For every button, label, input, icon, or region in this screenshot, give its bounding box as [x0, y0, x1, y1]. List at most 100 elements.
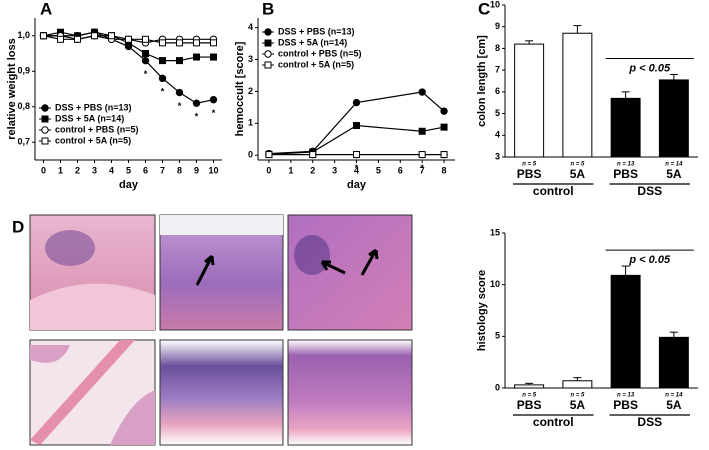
marker: [192, 99, 201, 107]
legend-label: control + PBS (n=5): [278, 48, 362, 58]
marker: [108, 32, 115, 40]
panel-label: D: [12, 217, 24, 236]
legend-marker: [264, 39, 272, 47]
panel-label: C: [478, 0, 490, 18]
image-detail: [294, 235, 330, 275]
y-tick-label: 8: [495, 43, 500, 53]
y-axis-label: histology score: [476, 270, 488, 351]
y-tick-label: 0,7: [17, 137, 30, 147]
y-axis-label: relative weight loss: [6, 38, 18, 139]
image-detail: [30, 283, 155, 330]
x-tick-label: 5A: [570, 398, 586, 412]
legend-marker: [41, 104, 49, 112]
y-tick-label: 5: [495, 331, 500, 341]
x-tick-label: 5: [126, 165, 131, 175]
marker: [193, 39, 200, 47]
x-tick-label: 5A: [666, 398, 682, 412]
n-label: n = 14: [665, 162, 683, 168]
group-label: control: [533, 415, 574, 429]
x-tick-label: PBS: [517, 167, 542, 181]
y-tick-label: 0: [495, 382, 500, 392]
legend-label: control + PBS (n=5): [55, 124, 139, 134]
significance: *: [195, 112, 199, 122]
y-tick-label: 0,9: [17, 66, 30, 76]
group-label: DSS: [637, 415, 662, 429]
x-tick-label: 4: [354, 165, 359, 175]
y-axis-label: hemoccult [score]: [234, 41, 246, 136]
x-tick-label: 4: [109, 165, 114, 175]
x-tick-label: 2: [75, 165, 80, 175]
legend-marker: [41, 137, 49, 145]
arrow: [195, 254, 215, 286]
y-tick-label: 10: [490, 279, 500, 289]
y-tick-label: 6: [495, 86, 500, 96]
marker: [74, 35, 81, 43]
n-label: n = 5: [522, 162, 537, 168]
panel-label: B: [262, 0, 274, 18]
bar: [658, 79, 689, 158]
marker: [210, 53, 217, 61]
marker: [158, 74, 167, 83]
marker: [176, 57, 183, 65]
marker: [175, 88, 184, 97]
y-tick-label: 15: [490, 227, 500, 237]
bar: [514, 384, 545, 389]
marker: [440, 123, 448, 131]
n-label: n = 13: [617, 393, 635, 399]
marker: [353, 151, 360, 159]
x-tick-label: 2: [310, 165, 315, 175]
legend-marker: [264, 50, 272, 58]
marker: [142, 50, 149, 57]
marker: [142, 35, 149, 43]
x-axis-label: day: [347, 179, 367, 191]
legend-label: DSS + 5A (n=14): [55, 113, 124, 123]
y-tick-label: 4: [248, 22, 253, 32]
image: [287, 339, 413, 446]
series-line: [268, 124, 445, 155]
significance: *: [212, 108, 216, 118]
image-detail: [160, 215, 283, 235]
x-tick-label: 8: [177, 165, 182, 175]
bar: [562, 380, 593, 389]
bar: [562, 32, 593, 158]
marker: [125, 35, 132, 43]
marker: [440, 151, 448, 159]
x-tick-label: 8: [442, 165, 447, 175]
y-tick-label: 9: [495, 21, 500, 31]
significance: *: [144, 69, 148, 79]
marker: [141, 56, 150, 65]
x-tick-label: 6: [143, 165, 148, 175]
marker: [418, 127, 426, 135]
y-tick-label: 3: [248, 54, 253, 64]
y-tick-label: 4: [495, 130, 500, 140]
marker: [418, 88, 426, 96]
n-label: n = 13: [617, 162, 635, 168]
x-tick-label: 0: [266, 165, 271, 175]
image: [159, 339, 284, 446]
marker: [176, 39, 183, 47]
y-tick-label: 5: [495, 108, 500, 118]
legend-marker: [264, 61, 272, 69]
n-label: n = 5: [522, 393, 537, 399]
marker: [57, 35, 64, 43]
image-detail: [45, 230, 95, 266]
annotation: p < 0.05: [628, 254, 671, 266]
x-tick-label: 7: [160, 165, 165, 175]
marker: [352, 98, 361, 107]
x-tick-label: 9: [194, 165, 199, 175]
significance: *: [420, 163, 424, 173]
legend-label: control + 5A (n=5): [55, 135, 131, 145]
legend-marker: [41, 126, 49, 134]
x-axis-label: day: [119, 179, 139, 191]
bar: [658, 336, 689, 389]
y-tick-label: 2: [248, 86, 253, 96]
x-tick-label: 5A: [666, 167, 682, 181]
y-tick-label: 0: [248, 150, 253, 160]
x-tick-label: 5A: [570, 167, 586, 181]
bar: [514, 43, 545, 158]
y-tick-label: 1: [248, 118, 253, 128]
significance: *: [355, 163, 359, 173]
y-tick-label: 1,0: [17, 30, 30, 40]
group-label: control: [533, 184, 574, 198]
